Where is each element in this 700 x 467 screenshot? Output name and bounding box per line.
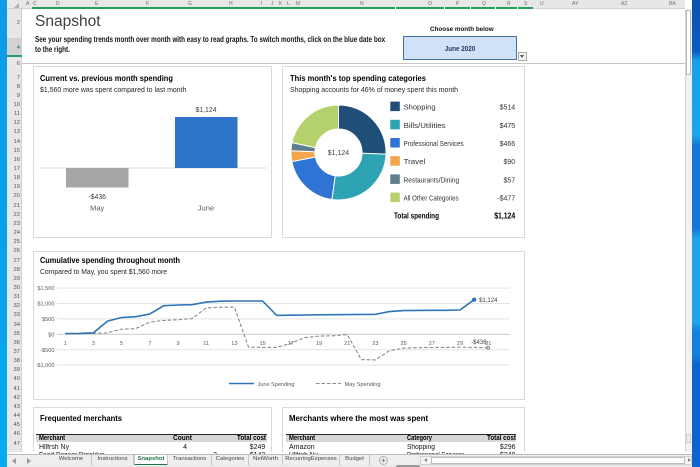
svg-text:$90: $90 [504, 159, 516, 166]
svg-text:-$500: -$500 [40, 348, 54, 354]
svg-text:$514: $514 [500, 105, 516, 112]
svg-text:June Spending: June Spending [258, 382, 295, 388]
svg-text:$0: $0 [48, 332, 54, 338]
svg-text:May: May [90, 206, 105, 213]
svg-text:$57: $57 [504, 177, 516, 184]
svg-text:Restaurants/Dining: Restaurants/Dining [404, 177, 460, 184]
svg-text:Bills/Utilities: Bills/Utilities [404, 123, 447, 130]
svg-text:All Other Categories: All Other Categories [404, 196, 459, 203]
svg-text:May Spending: May Spending [345, 382, 381, 388]
svg-text:13: 13 [231, 341, 237, 347]
svg-text:17: 17 [288, 341, 294, 347]
svg-text:5: 5 [120, 341, 123, 347]
svg-text:31: 31 [485, 341, 491, 347]
svg-text:27: 27 [429, 341, 435, 347]
svg-text:21: 21 [344, 341, 350, 347]
svg-text:-$436: -$436 [88, 194, 106, 201]
svg-text:$1,124: $1,124 [494, 212, 515, 221]
svg-text:-$1,000: -$1,000 [36, 363, 55, 369]
svg-text:15: 15 [259, 341, 265, 347]
svg-text:3: 3 [92, 341, 95, 347]
svg-text:23: 23 [372, 341, 378, 347]
svg-text:7: 7 [148, 341, 151, 347]
svg-text:June: June [198, 206, 215, 213]
svg-text:Professional Services: Professional Services [404, 141, 464, 148]
svg-text:9: 9 [176, 341, 179, 347]
svg-text:$475: $475 [500, 123, 516, 130]
svg-text:$1,000: $1,000 [37, 302, 54, 308]
svg-text:1: 1 [64, 341, 67, 347]
svg-text:11: 11 [203, 341, 209, 347]
svg-text:$1,124: $1,124 [195, 107, 216, 114]
svg-text:-$436: -$436 [471, 340, 487, 346]
svg-text:19: 19 [316, 341, 322, 347]
svg-text:$466: $466 [500, 141, 516, 148]
svg-text:25: 25 [400, 341, 406, 347]
svg-text:-$477: -$477 [497, 196, 515, 203]
svg-text:$1,124: $1,124 [479, 298, 498, 304]
svg-text:$500: $500 [42, 317, 54, 323]
svg-text:Travel: Travel [404, 159, 426, 166]
svg-text:Shopping: Shopping [404, 105, 436, 112]
svg-text:Total spending: Total spending [394, 211, 439, 221]
svg-text:29: 29 [457, 341, 463, 347]
svg-text:$1,500: $1,500 [37, 286, 54, 292]
svg-text:$1,124: $1,124 [328, 150, 350, 157]
